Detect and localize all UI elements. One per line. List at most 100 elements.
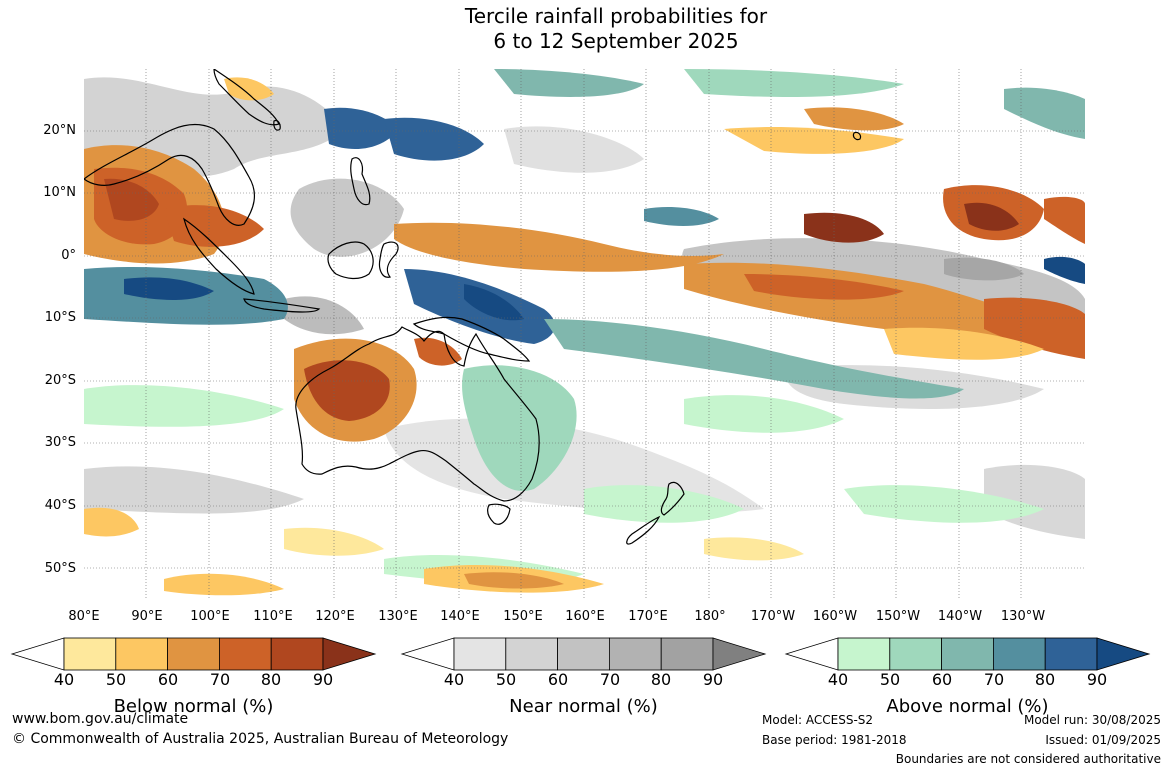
near-normal-tick-90: 90 [702, 670, 724, 689]
above-normal-swatch-under [784, 637, 839, 671]
near-normal-tick-80: 80 [650, 670, 672, 689]
lon-label-130w: 130°W [1000, 609, 1046, 624]
below-normal-colorbar-swatches [10, 637, 377, 671]
tasmania-coastline [487, 503, 511, 525]
new-zealand-south-coastline [626, 515, 661, 545]
new-zealand-north-coastline [660, 481, 685, 516]
lon-label-150e: 150°E [503, 609, 543, 624]
near-normal-colorbar-swatches [400, 637, 767, 671]
sulawesi-coastline [378, 241, 399, 278]
below-normal-swatch-40 [63, 637, 117, 671]
map-gridlines [84, 69, 1085, 600]
lat-label-20n: 20°N [43, 123, 76, 138]
near-normal-swatch-60 [557, 637, 610, 671]
australia-coastline [295, 326, 540, 502]
borneo-coastline [327, 241, 374, 280]
coastlines [84, 69, 862, 545]
lon-label-140w: 140°W [937, 609, 983, 624]
lon-label-130e: 130°E [378, 609, 418, 624]
above-normal-tick-60: 60 [931, 670, 953, 689]
boundaries-disclaimer: Boundaries are not considered authoritat… [895, 752, 1161, 766]
below-normal-swatch-80 [270, 637, 324, 671]
above-normal-swatch-70 [992, 637, 1046, 671]
above-normal-colorbar-swatches [784, 637, 1151, 671]
above-normal-swatch-40 [837, 637, 891, 671]
lon-label-110e: 110°E [253, 609, 293, 624]
above-normal-regions [84, 69, 1085, 584]
below-normal-swatch-under [10, 637, 65, 671]
lat-label-10s: 10°S [44, 310, 76, 325]
near-normal-swatch-80 [660, 637, 714, 671]
below-normal-legend-title: Below normal (%) [113, 696, 274, 717]
above-normal-tick-70: 70 [983, 670, 1005, 689]
near-normal-swatch-40 [453, 637, 507, 671]
below-normal-swatch-50 [115, 637, 169, 671]
near-normal-tick-40: 40 [443, 670, 465, 689]
base-period: Base period: 1981-2018 [762, 733, 907, 747]
lat-label-50s: 50°S [44, 561, 76, 576]
new-guinea-coastline [412, 316, 531, 362]
model-name: Model: ACCESS-S2 [762, 713, 874, 727]
above-normal-tick-40: 40 [827, 670, 849, 689]
near-normal-tick-60: 60 [547, 670, 569, 689]
java-coastline [243, 298, 321, 313]
below-normal-tick-60: 60 [157, 670, 179, 689]
issued-date: Issued: 01/09/2025 [1045, 733, 1161, 747]
near-normal-colorbar [400, 637, 767, 671]
lon-label-180: 180° [694, 609, 726, 624]
above-normal-legend-title: Above normal (%) [886, 696, 1049, 717]
lat-label-40s: 40°S [44, 498, 76, 513]
below-normal-tick-70: 70 [209, 670, 231, 689]
website-link[interactable]: www.bom.gov.au/climate [12, 711, 189, 727]
lon-label-80e: 80°E [68, 609, 100, 624]
below-normal-tick-90: 90 [312, 670, 334, 689]
lon-label-120e: 120°E [315, 609, 355, 624]
below-normal-tick-40: 40 [53, 670, 75, 689]
near-normal-swatch-50 [505, 637, 559, 671]
lon-label-100e: 100°E [190, 609, 230, 624]
above-normal-swatch-over [1096, 637, 1151, 671]
below-normal-colorbar [10, 637, 377, 671]
taiwan-coastline [273, 119, 281, 131]
above-normal-colorbar [784, 637, 1151, 671]
near-normal-swatch-over [712, 637, 767, 671]
above-normal-tick-50: 50 [879, 670, 901, 689]
near-normal-legend-title: Near normal (%) [509, 696, 658, 717]
near-normal-tick-70: 70 [599, 670, 621, 689]
lon-label-150w: 150°W [875, 609, 921, 624]
copyright-text: © Commonwealth of Australia 2025, Austra… [12, 731, 509, 747]
lat-label-20s: 20°S [44, 373, 76, 388]
lon-label-170e: 170°E [628, 609, 668, 624]
below-normal-tick-80: 80 [260, 670, 282, 689]
southeast-asia-coastline [84, 123, 256, 226]
below-normal-swatch-over [322, 637, 377, 671]
title-line-1: Tercile rainfall probabilities for [464, 4, 768, 28]
near-normal-swatch-under [400, 637, 455, 671]
above-normal-tick-80: 80 [1034, 670, 1056, 689]
map-title: Tercile rainfall probabilities for 6 to … [0, 4, 1173, 54]
china-coastline [213, 69, 280, 126]
lat-label-0: 0° [61, 248, 76, 263]
hawaii-coastline [852, 131, 862, 141]
above-normal-tick-90: 90 [1086, 670, 1108, 689]
near-normal-swatch-70 [608, 637, 662, 671]
philippines-coastline [350, 157, 371, 206]
above-normal-swatch-60 [941, 637, 994, 671]
below-normal-regions [84, 77, 1085, 596]
below-normal-swatch-70 [218, 637, 272, 671]
title-line-2: 6 to 12 September 2025 [493, 29, 739, 53]
lon-label-160w: 160°W [812, 609, 858, 624]
lon-label-90e: 90°E [131, 609, 163, 624]
below-normal-tick-50: 50 [105, 670, 127, 689]
near-normal-tick-50: 50 [495, 670, 517, 689]
below-normal-swatch-60 [167, 637, 220, 671]
lon-label-160e: 160°E [565, 609, 605, 624]
lat-label-10n: 10°N [43, 185, 76, 200]
lon-label-170w: 170°W [750, 609, 796, 624]
above-normal-swatch-80 [1044, 637, 1098, 671]
model-run-date: Model run: 30/08/2025 [1023, 713, 1161, 727]
lat-label-30s: 30°S [44, 435, 76, 450]
probability-map [84, 69, 1085, 600]
lon-label-140e: 140°E [440, 609, 480, 624]
sumatra-coastline [183, 217, 255, 295]
